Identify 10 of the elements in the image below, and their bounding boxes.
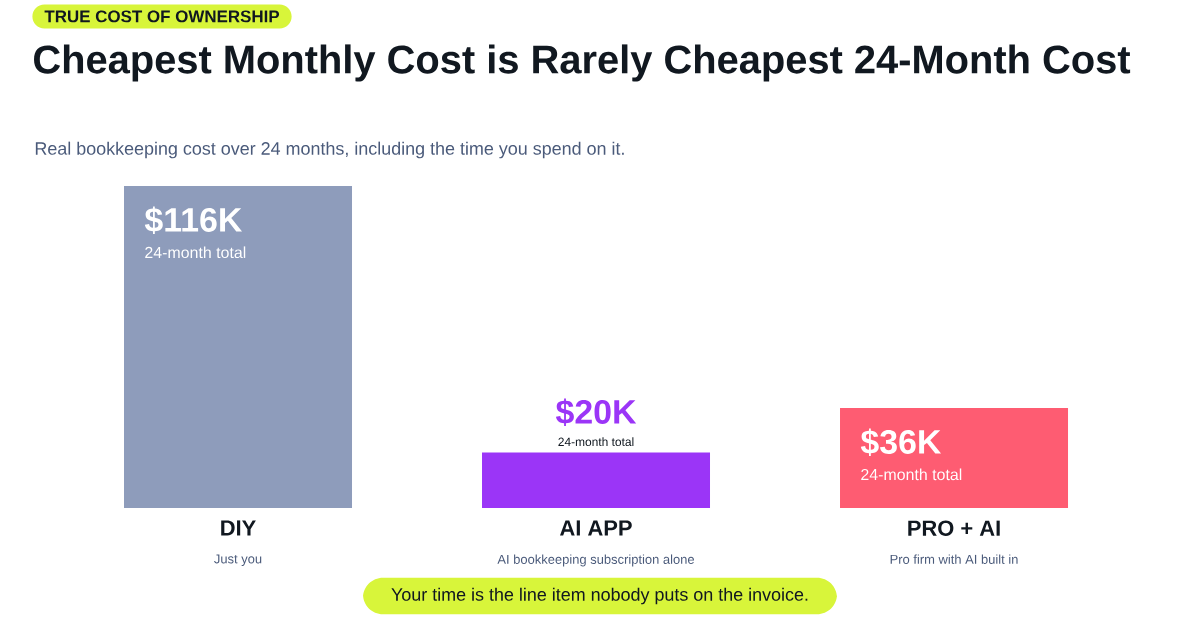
chart-subtitle: Real bookkeeping cost over 24 months, including the time you spend on it.: [35, 141, 624, 159]
data-label: $36K: [860, 428, 942, 457]
x-tick-label: AI APP: [560, 520, 632, 536]
text: TRUE COST OF OWNERSHIP: [44, 10, 280, 23]
data-label: $20K: [555, 398, 637, 427]
x-tick-label: PRO + AI: [908, 520, 1000, 536]
text: Your time is the line item nobody puts on the invoice.: [391, 587, 808, 605]
chart-title: Cheapest Monthly Cost is Rarely Cheapest 24-Month Cost: [34, 44, 1131, 82]
x-tick-label: DIY: [221, 520, 256, 536]
data-label: $116K: [144, 206, 243, 235]
